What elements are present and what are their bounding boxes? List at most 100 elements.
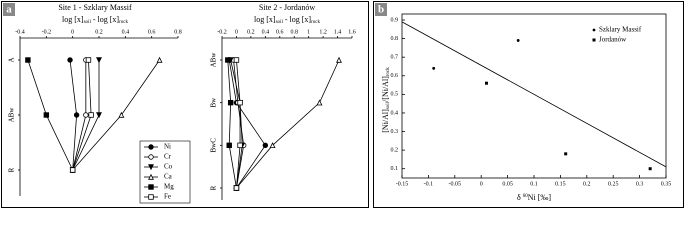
x-tick-label: 0.6 xyxy=(148,29,156,35)
x-tick-label: 0 xyxy=(235,29,238,35)
marker xyxy=(226,142,232,149)
legend-label: Jordanów xyxy=(599,36,627,44)
x-tick-label: 0.25 xyxy=(608,181,619,187)
legend-label: Mg xyxy=(164,183,174,191)
marker xyxy=(148,164,154,171)
panel-a-tag xyxy=(3,3,15,16)
y-tick-label: 0.8 xyxy=(391,36,399,42)
marker xyxy=(73,112,80,118)
marker xyxy=(233,57,240,63)
label-part: soil xyxy=(84,20,92,25)
x-tick-label: 1.6 xyxy=(348,29,356,35)
chart-title: Site 1 - Szklary Massif xyxy=(58,3,132,12)
x-tick-label: 0.2 xyxy=(95,29,103,35)
x-tick-label: 0 xyxy=(480,181,483,187)
marker xyxy=(316,99,323,106)
profile-line xyxy=(236,59,340,189)
label-part: δ xyxy=(517,193,523,202)
marker xyxy=(225,57,231,63)
y-tick-label: 0.7 xyxy=(391,55,399,61)
x-tick-label: 0.15 xyxy=(555,181,566,187)
profile-line xyxy=(228,59,266,189)
x-tick-label: -0.05 xyxy=(449,181,462,187)
label-part: rock xyxy=(311,20,320,25)
panel-b-frame xyxy=(373,1,684,208)
panel-a-frame xyxy=(1,1,369,208)
profile-line xyxy=(230,59,243,189)
x-tick-label: -0.2 xyxy=(217,29,227,35)
y-tick-label: ABw xyxy=(8,107,16,123)
marker xyxy=(96,112,102,119)
marker xyxy=(148,184,154,190)
marker xyxy=(237,142,243,149)
point xyxy=(648,167,652,171)
marker xyxy=(43,112,50,118)
marker xyxy=(118,111,125,118)
point xyxy=(564,152,568,156)
point xyxy=(516,39,520,42)
label-part: 60 xyxy=(523,194,529,199)
label-part: rock xyxy=(386,67,391,76)
legend-label: Ca xyxy=(164,173,173,181)
x-tick-label: 0.8 xyxy=(290,29,298,35)
marker xyxy=(269,142,276,149)
marker xyxy=(96,57,102,64)
marker xyxy=(227,99,234,106)
profile-line xyxy=(27,59,74,171)
x-tick-label: 0.2 xyxy=(583,181,591,187)
legend-marker xyxy=(592,38,596,42)
marker xyxy=(85,57,92,63)
y-tick-label: BwC xyxy=(210,138,218,153)
legend-marker xyxy=(592,28,596,32)
legend-label: Co xyxy=(164,163,173,171)
marker xyxy=(148,194,154,200)
legend-label: Cr xyxy=(164,153,172,161)
x-tick-label: 0.8 xyxy=(174,29,182,35)
y-axis-label: [Ni/Al]soil/[Ni/Al]rock xyxy=(381,67,391,133)
y-tick-label: 0.3 xyxy=(391,129,399,135)
y-tick-label: 0.4 xyxy=(391,110,399,116)
panel-label: b xyxy=(378,4,384,16)
x-tick-label: 1.2 xyxy=(319,29,327,35)
x-axis-label: log [x]soil - log [x]rock xyxy=(254,15,320,25)
chart-title: Site 2 - Jordanów xyxy=(259,3,315,12)
x-tick-label: 0 xyxy=(71,29,74,35)
x-tick-label: -0.2 xyxy=(42,29,52,35)
x-tick-label: -0.4 xyxy=(15,29,25,35)
x-tick-label: 1 xyxy=(307,29,310,35)
label-part: log [x] xyxy=(254,15,276,24)
marker xyxy=(148,144,154,150)
legend-label: Fe xyxy=(164,193,171,201)
x-tick-label: 0.2 xyxy=(247,29,255,35)
y-tick-label: 0.2 xyxy=(391,147,399,153)
legend-label: Ni xyxy=(164,143,171,151)
x-tick-label: 0.05 xyxy=(502,181,513,187)
label-part: - log [x] xyxy=(283,15,312,24)
label-part: rock xyxy=(119,20,128,25)
x-tick-label: 0.35 xyxy=(661,181,672,187)
x-axis-label: log [x]soil - log [x]rock xyxy=(62,15,128,25)
profile-line xyxy=(227,59,237,189)
marker xyxy=(25,57,31,63)
label-part: /[Ni/Al] xyxy=(381,76,390,102)
x-tick-label: -0.1 xyxy=(424,181,434,187)
panel-label: a xyxy=(6,4,12,16)
marker xyxy=(67,57,73,63)
y-tick-label: 0.9 xyxy=(391,17,399,23)
label-part: Ni [‰] xyxy=(528,193,552,202)
point xyxy=(432,66,436,70)
y-tick-label: R xyxy=(8,167,16,172)
marker xyxy=(237,99,243,106)
marker xyxy=(262,142,269,149)
marker xyxy=(156,56,163,63)
legend-label: Szklary Massif xyxy=(599,26,642,34)
marker xyxy=(336,56,342,63)
x-tick-label: 0.4 xyxy=(262,29,270,35)
y-tick-label: 0.6 xyxy=(391,73,399,79)
y-tick-label: A xyxy=(8,57,16,62)
marker xyxy=(69,167,76,173)
x-tick-label: 0.6 xyxy=(276,29,284,35)
label-part: [Ni/Al] xyxy=(381,109,390,133)
profile-line xyxy=(236,59,241,189)
